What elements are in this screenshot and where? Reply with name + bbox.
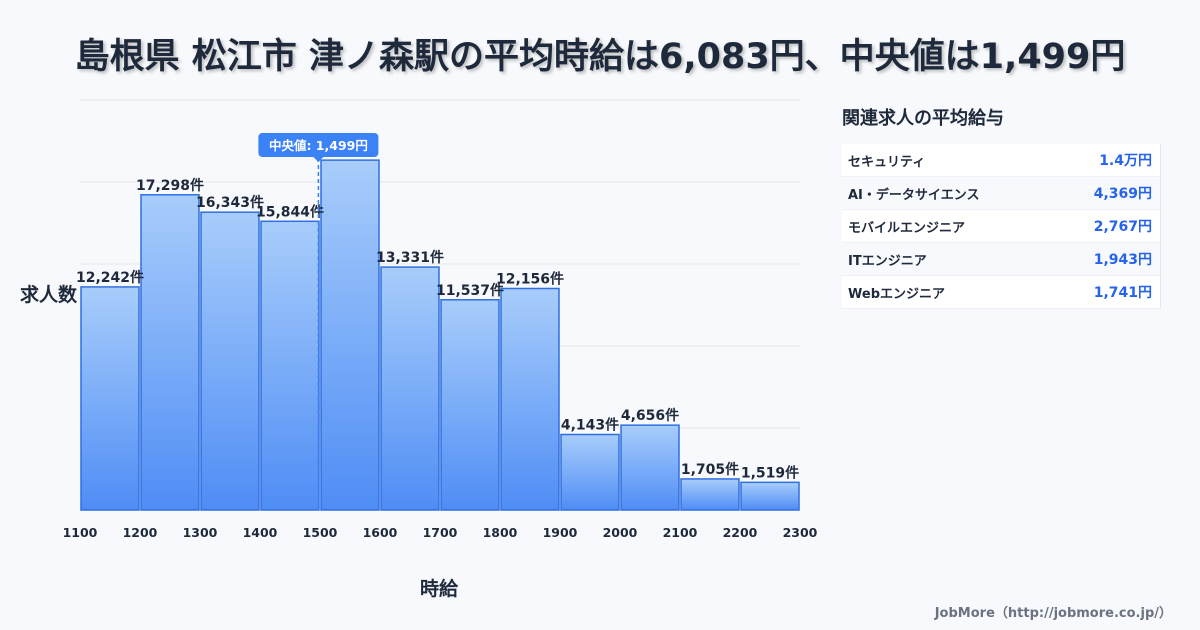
x-tick-label: 2300 [783, 525, 818, 540]
bar-value-label: 12,156件 [496, 270, 564, 287]
histogram-bar [680, 478, 740, 511]
median-marker: 中央値: 1,499円 [258, 133, 379, 510]
related-job-name: Webエンジニア [848, 286, 945, 302]
bar-value-label: 15,844件 [256, 203, 324, 220]
x-axis-label: 時給 [420, 578, 459, 600]
bar-value-label: 13,331件 [376, 249, 444, 266]
x-tick-label: 1900 [543, 525, 578, 540]
x-tick-label: 2200 [723, 525, 758, 540]
histogram-bar [500, 287, 560, 511]
page-title: 島根県 松江市 津ノ森駅の平均時給は6,083円、中央値は1,499円 [74, 37, 1126, 77]
related-job-salary: 4,369円 [1093, 186, 1152, 202]
bars [80, 159, 800, 511]
histogram-bar [200, 211, 260, 511]
related-job-row: モバイルエンジニア 2,767円 [842, 210, 1160, 243]
related-job-name: モバイルエンジニア [848, 220, 966, 236]
bar-value-label: 11,537件 [436, 282, 504, 299]
histogram-bar [140, 194, 200, 511]
median-label: 中央値: 1,499円 [269, 138, 368, 153]
median-badge-pointer [313, 157, 324, 162]
related-job-row: Webエンジニア 1,741円 [842, 276, 1160, 309]
grid-lines [80, 99, 800, 511]
related-job-salary: 1,741円 [1093, 285, 1152, 301]
x-tick-label: 1200 [123, 525, 158, 540]
related-job-salary: 2,767円 [1093, 219, 1152, 235]
histogram-bar [740, 481, 800, 511]
related-job-name: AI・データサイエンス [848, 187, 980, 203]
histogram-bar [80, 286, 140, 511]
histogram-bar [260, 220, 320, 511]
histogram-bar [380, 266, 440, 511]
histogram-bar [560, 433, 620, 511]
median-badge [258, 133, 379, 157]
histogram-bar [620, 424, 680, 511]
x-tick-label: 2100 [663, 525, 698, 540]
x-tick-label: 1800 [483, 525, 518, 540]
related-job-row: セキュリティ 1.4万円 [842, 144, 1160, 177]
x-tick-label: 1400 [243, 525, 278, 540]
bar-value-label: 1,519件 [741, 464, 799, 481]
x-tick-label: 1600 [363, 525, 398, 540]
x-tick-label: 1700 [423, 525, 458, 540]
related-job-name: セキュリティ [848, 154, 926, 170]
x-tick-label: 1100 [63, 525, 98, 540]
related-job-row: ITエンジニア 1,943円 [842, 243, 1160, 276]
bar-value-label: 1,705件 [681, 461, 739, 478]
footer-credit: JobMore（http://jobmore.co.jp/） [934, 606, 1172, 621]
related-jobs-list: セキュリティ 1.4万円 AI・データサイエンス 4,369円モバイルエンジニア 2,7… [842, 144, 1161, 309]
related-jobs-title: 関連求人の平均給与 [842, 108, 1004, 129]
bar-value-label: 4,143件 [561, 417, 619, 434]
bar-value-label: 17,298件 [136, 177, 204, 194]
x-tick-label: 1500 [303, 525, 338, 540]
related-job-name: ITエンジニア [848, 253, 927, 269]
related-job-row: AI・データサイエンス 4,369円 [842, 177, 1160, 210]
bar-value-label: 16,343件 [196, 194, 264, 211]
y-axis-label: 求人数 [20, 284, 78, 306]
related-job-salary: 1.4万円 [1099, 153, 1152, 169]
histogram-bar [320, 159, 380, 511]
bar-value-label: 12,242件 [76, 269, 144, 286]
x-tick-labels: 1100 1200 1300 1400 1500 1600 1700 1800 1900 2000… [63, 525, 818, 540]
bar-value-label: 4,656件 [621, 407, 679, 424]
histogram-bar [440, 299, 500, 511]
x-tick-label: 1300 [183, 525, 218, 540]
x-tick-label: 2000 [603, 525, 638, 540]
related-job-salary: 1,943円 [1093, 252, 1152, 268]
